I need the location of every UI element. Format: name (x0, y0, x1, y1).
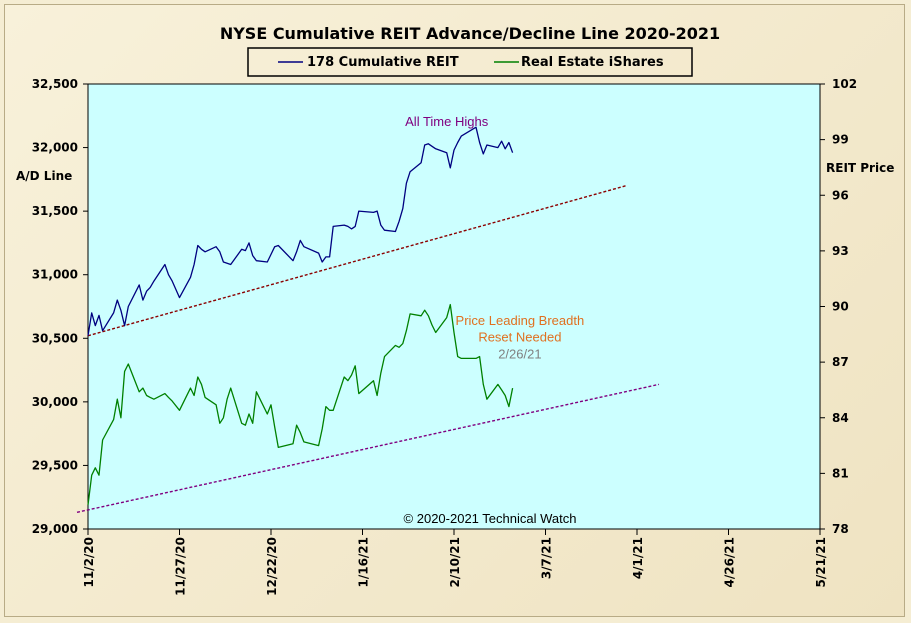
left-tick-label: 30,500 (32, 331, 78, 345)
legend-box (247, 47, 693, 77)
right-tick-label: 96 (832, 188, 849, 202)
trend-line-price (76, 383, 660, 513)
copyright-footer: © 2020-2021 Technical Watch (404, 511, 577, 526)
chart-annotation: Price Leading Breadth (456, 313, 585, 328)
left-tick-label: 29,000 (32, 522, 78, 536)
x-tick-label: 4/26/21 (723, 537, 737, 588)
x-tick-label: 12/22/20 (265, 537, 279, 596)
chart-annotation: Reset Needed (478, 330, 561, 345)
right-tick-label: 81 (832, 466, 849, 480)
right-tick-label: 99 (832, 133, 849, 147)
x-tick-label: 11/27/20 (174, 537, 188, 596)
right-tick-label: 90 (832, 300, 849, 314)
x-tick-label: 5/21/21 (814, 537, 828, 588)
left-tick-label: 30,000 (32, 395, 78, 409)
left-tick-label: 32,500 (32, 77, 78, 91)
right-tick-label: 78 (832, 522, 849, 536)
chart-marks: 29,000 29,500 30,000 30,500 31,000 31,500 32,0… (32, 77, 857, 596)
trend-line-ad (87, 185, 627, 337)
right-tick-label: 87 (832, 355, 849, 369)
left-tick-label: 32,000 (32, 141, 78, 155)
legend-label-price-line: Real Estate iShares (521, 55, 664, 70)
chart-title: NYSE Cumulative REIT Advance/Decline Lin… (220, 24, 720, 43)
y-axis-label-left: A/D Line (16, 169, 72, 183)
x-tick-label: 2/10/21 (448, 537, 462, 588)
plot-area (87, 83, 821, 530)
right-tick-label: 84 (832, 411, 849, 425)
left-tick-label: 29,500 (32, 458, 78, 472)
legend-label-ad-line: 178 Cumulative REIT (307, 55, 459, 70)
chart-annotation: 2/26/21 (498, 346, 541, 361)
series-line-ad (87, 126, 514, 336)
legend: 178 Cumulative REIT Real Estate iShares (247, 47, 693, 77)
right-tick-label: 93 (832, 244, 849, 258)
left-tick-label: 31,500 (32, 204, 78, 218)
y-axis-label-right: REIT Price (826, 161, 894, 175)
x-tick-label: 4/1/21 (631, 537, 645, 579)
x-tick-label: 1/16/21 (357, 537, 371, 588)
left-tick-label: 31,000 (32, 268, 78, 282)
x-tick-label: 3/7/21 (540, 537, 554, 579)
right-tick-label: 102 (832, 77, 857, 91)
x-tick-label: 11/2/20 (82, 537, 96, 588)
series-line-price (87, 303, 514, 505)
chart-annotation: All Time Highs (405, 114, 489, 129)
